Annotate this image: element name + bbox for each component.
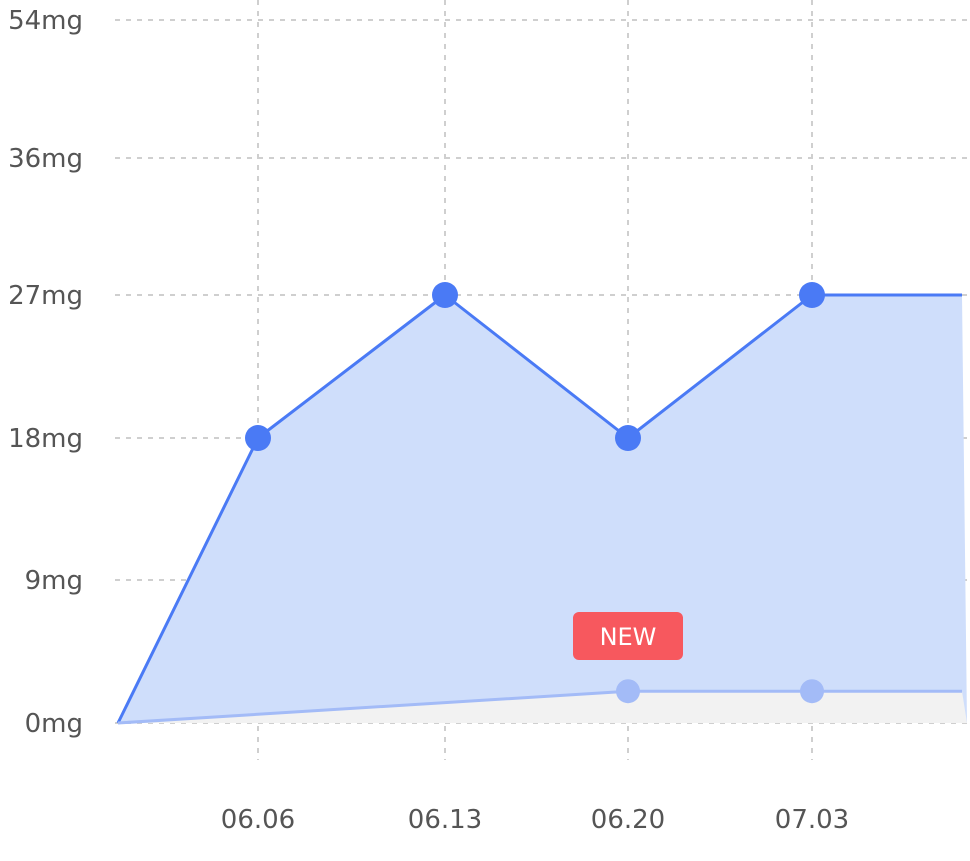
- series-2-point-07.03: [800, 679, 824, 704]
- annotation-layer: NEW: [573, 612, 683, 660]
- y-tick-label: 27mg: [8, 281, 83, 311]
- series-1-point-06.13: [432, 282, 458, 308]
- x-tick-label: 06.20: [591, 805, 665, 835]
- series-1-point-07.03: [799, 282, 825, 308]
- y-tick-label: 0mg: [25, 709, 83, 739]
- x-axis-labels: 06.06 06.13 06.20 07.03: [221, 805, 849, 835]
- y-tick-label: 54mg: [8, 6, 83, 36]
- new-badge: NEW: [573, 612, 683, 660]
- x-tick-label: 06.06: [221, 805, 295, 835]
- marker-layer: [245, 282, 825, 704]
- new-badge-bg: [573, 612, 683, 660]
- y-tick-label: 9mg: [25, 566, 83, 596]
- series-2-line: [117, 689, 962, 725]
- y-tick-label: 18mg: [8, 424, 83, 454]
- series-1-line: [116, 293, 962, 724]
- x-tick-label: 06.13: [408, 805, 482, 835]
- x-tick-label: 07.03: [775, 805, 849, 835]
- area-layer: [118, 295, 967, 723]
- line-layer: [116, 293, 962, 725]
- y-axis-labels: 0mg 9mg 18mg 27mg 36mg 54mg: [8, 6, 83, 739]
- series-2-point-06.20: [616, 679, 640, 704]
- y-tick-label: 36mg: [8, 144, 83, 174]
- series-1-point-06.20: [615, 425, 641, 451]
- series-1-point-06.06: [245, 425, 271, 451]
- series-1-area: [118, 295, 967, 723]
- new-badge-text: NEW: [600, 623, 657, 651]
- series-2-area: [118, 691, 967, 723]
